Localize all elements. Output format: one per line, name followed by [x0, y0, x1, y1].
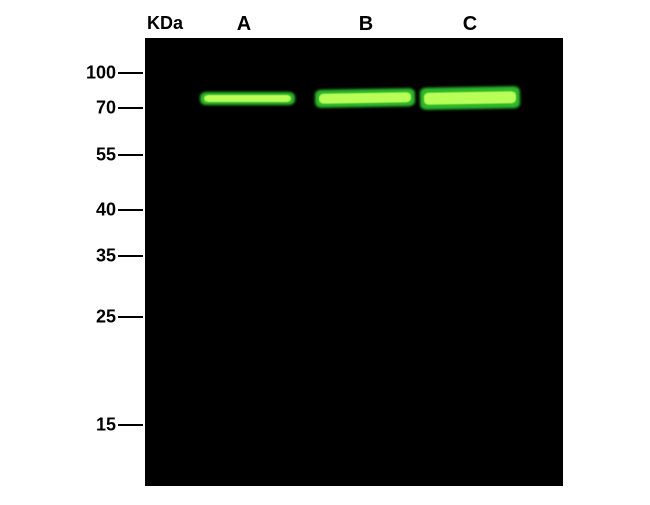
mw-tick-55 [118, 154, 143, 156]
mw-tick-35 [118, 255, 143, 257]
mw-label-70: 70 [96, 98, 116, 119]
band-lane-a-core [204, 95, 291, 102]
mw-tick-25 [118, 316, 143, 318]
lane-label-c: C [463, 13, 477, 36]
western-blot-figure: KDa A B C 100 70 55 40 35 25 15 [0, 0, 650, 505]
lane-label-a: A [237, 13, 251, 36]
mw-label-15: 15 [96, 415, 116, 436]
band-lane-b-core [319, 92, 411, 104]
mw-tick-15 [118, 424, 143, 426]
mw-tick-100 [118, 72, 143, 74]
band-lane-c-core [424, 91, 516, 105]
mw-tick-40 [118, 209, 143, 211]
mw-tick-70 [118, 107, 143, 109]
mw-label-40: 40 [96, 200, 116, 221]
lane-label-b: B [359, 13, 373, 36]
blot-membrane [145, 38, 563, 486]
mw-label-35: 35 [96, 246, 116, 267]
mw-label-100: 100 [86, 63, 116, 84]
mw-label-25: 25 [96, 307, 116, 328]
mw-label-55: 55 [96, 145, 116, 166]
unit-label: KDa [147, 13, 183, 34]
